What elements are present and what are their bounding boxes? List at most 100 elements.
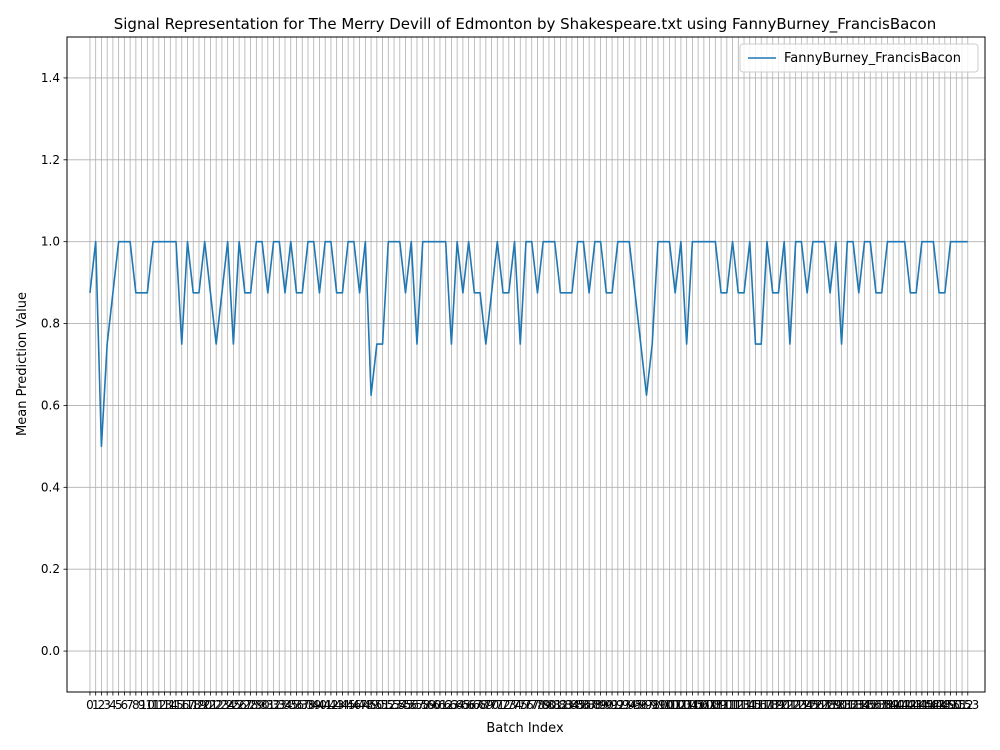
x-tick-label: 127 [807,698,830,712]
x-tick-label: 68 [472,698,487,712]
x-tick-label: 77 [524,698,539,712]
x-tick-label: 80 [541,698,556,712]
x-tick-label: 18 [186,698,201,712]
x-tick-label: 35 [283,698,298,712]
x-tick-label: 75 [513,698,528,712]
x-tick-label: 81 [547,698,562,712]
x-tick-label: 36 [289,698,304,712]
x-tick-label: 93 [616,698,631,712]
x-axis-label: Batch Index [486,721,564,736]
x-tick-label: 49 [363,698,378,712]
x-tick-label: 120 [767,698,790,712]
x-tick-label: 70 [484,698,499,712]
x-tick-label: 38 [300,698,315,712]
x-tick-label: 55 [398,698,413,712]
x-tick-label: 15 [168,698,183,712]
y-tick-label: 0.2 [41,562,60,576]
x-tick-label: 21 [203,698,218,712]
legend-entry-label: FannyBurney_FrancisBacon [784,51,961,66]
x-tick-label: 42 [323,698,338,712]
x-tick-label: 95 [627,698,642,712]
x-tick-label: 62 [438,698,453,712]
x-tick-label: 152 [951,698,974,712]
x-tick-label: 3 [103,698,111,712]
x-tick-label: 34 [277,698,292,712]
x-tick-label: 33 [272,698,287,712]
x-tick-label: 44 [335,698,350,712]
x-tick-label: 76 [518,698,533,712]
y-tick-label: 0.0 [41,644,60,658]
x-tick-label: 96 [633,698,648,712]
x-tick-label: 115 [738,698,761,712]
y-axis-ticks: 0.0 0.2 0.4 0.6 0.8 1.0 1.2 1.4 [41,71,67,658]
x-tick-label: 10 [140,698,155,712]
x-tick-label: 17 [180,698,195,712]
x-tick-label: 117 [750,698,773,712]
x-tick-label: 121 [773,698,796,712]
x-tick-label: 6 [121,698,129,712]
x-tick-label: 23 [214,698,229,712]
x-tick-label: 89 [593,698,608,712]
x-tick-label: 116 [744,698,767,712]
x-tick-label: 136 [859,698,882,712]
x-tick-label: 46 [346,698,361,712]
x-tick-label: 122 [778,698,801,712]
x-tick-label: 102 [664,698,687,712]
x-tick-label: 84 [564,698,579,712]
x-tick-label: 133 [842,698,865,712]
x-tick-label: 45 [340,698,355,712]
x-tick-label: 146 [916,698,939,712]
x-tick-label: 63 [444,698,459,712]
x-tick-label: 5 [115,698,123,712]
x-tick-label: 65 [455,698,470,712]
x-tick-label: 25 [226,698,241,712]
x-tick-label: 148 [928,698,951,712]
x-tick-label: 151 [945,698,968,712]
x-tick-label: 12 [151,698,166,712]
x-tick-label: 69 [478,698,493,712]
x-tick-label: 51 [375,698,390,712]
x-tick-label: 98 [645,698,660,712]
x-tick-label: 106 [687,698,710,712]
series-line-fannyburney-francisbacon [89,240,968,448]
x-tick-label: 114 [733,698,756,712]
x-tick-label: 31 [260,698,275,712]
x-tick-label: 97 [639,698,654,712]
x-tick-label: 24 [220,698,235,712]
x-tick-label: 85 [570,698,585,712]
x-tick-label: 58 [415,698,430,712]
x-tick-label: 71 [490,698,505,712]
x-tick-label: 147 [922,698,945,712]
x-tick-label: 11 [145,698,160,712]
x-tick-label: 43 [329,698,344,712]
x-tick-label: 94 [622,698,637,712]
x-tick-label: 135 [853,698,876,712]
x-tick-label: 47 [352,698,367,712]
x-tick-label: 126 [801,698,824,712]
x-tick-label: 57 [409,698,424,712]
x-tick-label: 100 [652,698,675,712]
x-tick-label: 91 [604,698,619,712]
x-tick-label: 1 [92,698,100,712]
x-tick-label: 41 [318,698,333,712]
x-tick-label: 40 [312,698,327,712]
x-tick-label: 53 [386,698,401,712]
x-tick-label: 103 [669,698,692,712]
x-tick-label: 145 [910,698,933,712]
x-tick-label: 128 [813,698,836,712]
x-tick-label: 140 [882,698,905,712]
x-tick-label: 54 [392,698,407,712]
x-tick-label: 104 [675,698,698,712]
x-tick-label: 87 [581,698,596,712]
x-tick-label: 105 [681,698,704,712]
x-tick-label: 118 [756,698,779,712]
x-tick-label: 48 [358,698,373,712]
x-tick-label: 153 [956,698,979,712]
x-tick-label: 0 [86,698,94,712]
x-axis-ticks: 0123456789101112131415161718192021222324… [86,692,979,712]
x-tick-label: 56 [404,698,419,712]
x-tick-label: 7 [126,698,134,712]
x-tick-label: 74 [507,698,522,712]
x-tick-label: 8 [132,698,140,712]
y-tick-label: 1.2 [41,153,60,167]
